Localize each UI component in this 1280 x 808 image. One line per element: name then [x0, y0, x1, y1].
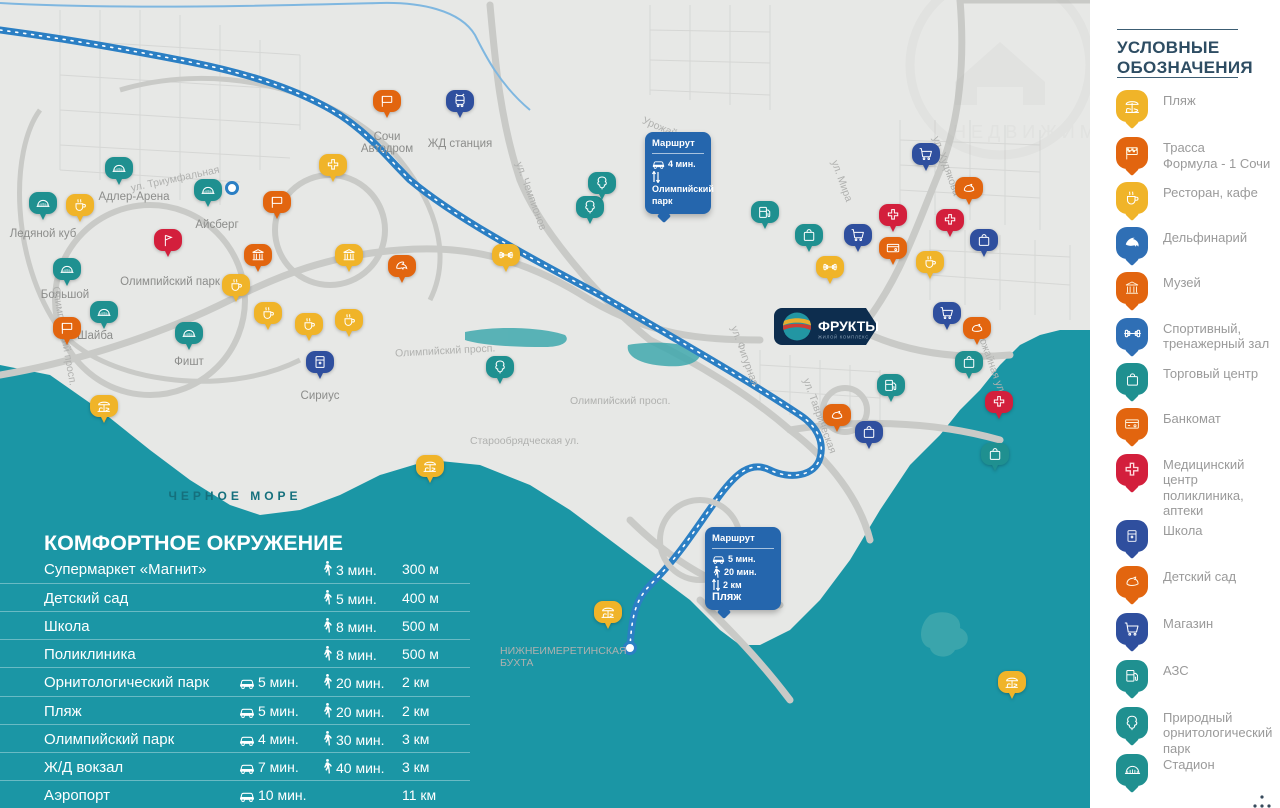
svg-text:ЖИЛОЙ КОМПЛЕКС: ЖИЛОЙ КОМПЛЕКС — [818, 335, 869, 340]
svg-text:ФРУКТЫ: ФРУКТЫ — [818, 318, 879, 334]
